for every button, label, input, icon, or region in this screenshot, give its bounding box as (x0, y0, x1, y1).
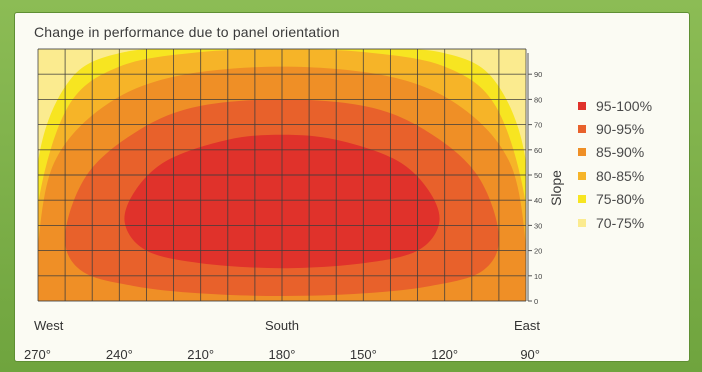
y-tick-label: 70 (534, 121, 542, 130)
y-tick-label: 50 (534, 171, 542, 180)
legend-label: 90-95% (596, 121, 645, 138)
legend-item: 95-100% (578, 94, 688, 117)
legend-item: 80-85% (578, 164, 688, 187)
x-tick-label: 90° (520, 347, 540, 362)
tick-labels: 0 10 20 30 40 50 60 70 80 90 270° 240° 210° 180° 150° 1… (24, 70, 542, 362)
legend-item: 90-95% (578, 117, 688, 140)
legend-label: 85-90% (596, 144, 645, 161)
legend-label: 70-75% (596, 214, 645, 231)
legend-swatch (578, 195, 586, 204)
y-tick-label: 90 (534, 70, 542, 79)
legend-item: 70-75% (578, 211, 688, 234)
legend-label: 80-85% (596, 167, 645, 184)
x-tick-label: 210° (187, 347, 214, 362)
y-tick-label: 40 (534, 196, 542, 205)
legend-label: 95-100% (596, 97, 653, 114)
y-tick-label: 80 (534, 95, 542, 104)
y-tick-label: 10 (534, 272, 542, 281)
y-tick-label: 20 (534, 247, 542, 256)
y-tick-label: 60 (534, 146, 542, 155)
y-tick-label: 0 (534, 297, 538, 306)
legend-label: 75-80% (596, 191, 645, 208)
legend-item: 75-80% (578, 188, 688, 211)
legend-swatch (578, 101, 586, 110)
grid-lines (37, 48, 527, 302)
x-direction-label: South (265, 318, 299, 333)
legend: 95-100% 90-95% 85-90% 80-85% 75-80% 70-75% (578, 94, 688, 234)
y-tick-label: 30 (534, 221, 542, 230)
legend-swatch (578, 171, 586, 180)
x-tick-label: 120° (431, 347, 458, 362)
x-tick-label: 270° (24, 347, 51, 362)
x-direction-label: East (514, 318, 540, 333)
legend-swatch (578, 125, 586, 134)
chart-title: Change in performance due to panel orien… (34, 24, 340, 40)
y-axis-label: Slope (548, 170, 564, 206)
axes (527, 53, 532, 302)
legend-item: 85-90% (578, 141, 688, 164)
x-tick-label: 240° (106, 347, 133, 362)
legend-swatch (578, 148, 586, 157)
x-tick-label: 180° (269, 347, 296, 362)
legend-swatch (578, 218, 586, 227)
x-direction-label: West (34, 318, 64, 333)
x-tick-label: 150° (350, 347, 377, 362)
